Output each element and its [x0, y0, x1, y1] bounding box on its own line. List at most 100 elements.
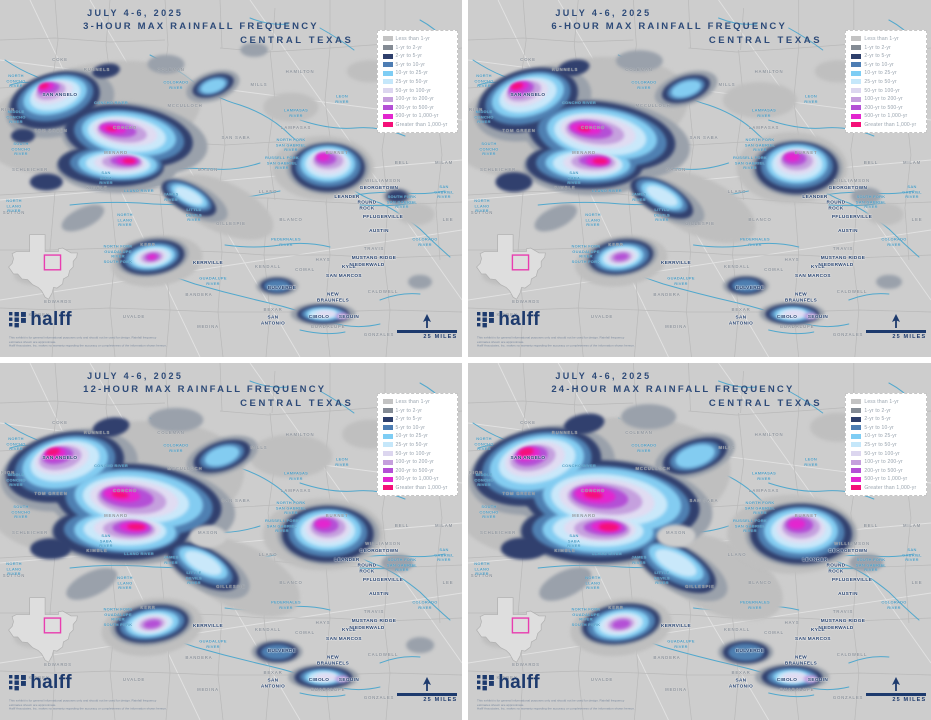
- county-label: CALDWELL: [836, 653, 868, 658]
- county-label: COMAL: [295, 631, 315, 636]
- title-date: JULY 4-6, 2025: [87, 370, 184, 381]
- county-label: SUTTON: [2, 211, 26, 216]
- river-label: LAMPASAS RIVER: [752, 109, 777, 119]
- rainfall-blob: [261, 644, 293, 660]
- county-label: KENDALL: [723, 628, 750, 633]
- legend-item: 2-yr to 5-yr: [382, 416, 453, 422]
- river-label: JAMES RIVER: [163, 193, 179, 203]
- county-label: MASON: [666, 531, 687, 536]
- title-date: JULY 4-6, 2025: [555, 7, 652, 18]
- city-label: CIBOLO: [308, 677, 330, 683]
- disclaimer-text: This exhibit is for general informationa…: [477, 336, 636, 349]
- county-label: COLEMAN: [625, 431, 653, 437]
- legend-swatch: [382, 105, 393, 111]
- county-label: MILLS: [718, 445, 736, 451]
- legend-item: 500-yr to 1,000-yr: [382, 113, 453, 119]
- legend-item: 500-yr to 1,000-yr: [851, 113, 921, 119]
- county-label: IRION: [468, 107, 483, 113]
- county-label: UVALDE: [122, 678, 146, 683]
- county-label: SCHLEICHER: [480, 168, 517, 173]
- city-label: NEW BRAUNFELS: [785, 292, 818, 303]
- legend-item: Greater than 1,000-yr: [851, 485, 921, 491]
- river-label: RUSSELL FORK SAN GABRIEL RIVER: [264, 156, 299, 171]
- rainfall-blob: [381, 553, 414, 572]
- legend: Less than 1-yr 1-yr to 2-yr 2-yr to 5-yr 5-…: [845, 392, 927, 496]
- river-label: LEON RIVER: [803, 458, 818, 467]
- river-label: SOUTH CONCHO RIVER: [479, 505, 499, 520]
- legend-swatch: [382, 113, 393, 119]
- halff-logo-icon: [9, 312, 27, 328]
- legend-label: 2-yr to 5-yr: [864, 53, 891, 60]
- legend-swatch: [382, 408, 393, 414]
- legend-swatch: [382, 45, 393, 51]
- legend-label: 100-yr to 200-yr: [864, 96, 903, 103]
- city-label: GEORGETOWN: [828, 186, 867, 191]
- river-label: MIDDLE CONCHO RIVER: [474, 473, 494, 488]
- county-label: MENARD: [103, 513, 128, 519]
- rainfall-blob: [803, 312, 818, 320]
- county-label: SCHLEICHER: [12, 531, 49, 536]
- legend-swatch: [851, 476, 862, 482]
- river-label: SOUTH FORK SAN GABRIEL RIVER: [386, 559, 418, 573]
- halff-logo-text: halff: [498, 308, 540, 330]
- map-title: JULY 4-6, 2025 6-HOUR MAX RAINFALL FREQU…: [551, 8, 822, 46]
- river-label: GUADALUPE RIVER: [667, 277, 695, 286]
- city-label: PFLUGERVILLE: [363, 214, 404, 220]
- river-label: GUADALUPE RIVER: [198, 640, 227, 649]
- river-label: LEON RIVER: [335, 95, 349, 104]
- river-label: RUSSELL FORK SAN GABRIEL RIVER: [264, 519, 299, 534]
- river-label: SAN SABA RIVER: [99, 171, 113, 185]
- county-label: GUADALUPE: [779, 325, 814, 331]
- city-label: SAN ANTONIO: [260, 678, 285, 689]
- county-label: GONZALES: [832, 695, 863, 701]
- county-label: KERR: [608, 243, 624, 248]
- county-label: BELL: [863, 524, 879, 529]
- county-label: GUADALUPE: [779, 688, 814, 694]
- river-label: LAMPASAS RIVER: [283, 109, 308, 119]
- county-label: LLANO: [727, 190, 746, 195]
- rainfall-blob: [803, 675, 819, 683]
- city-label: BULVERDE: [736, 649, 765, 654]
- legend-swatch: [851, 399, 862, 405]
- legend-item: 200-yr to 500-yr: [382, 105, 453, 111]
- halff-logo: halff: [9, 309, 72, 331]
- river-label: JAMES RIVER: [631, 193, 647, 203]
- legend-swatch: [851, 468, 862, 474]
- city-label: BULVERDE: [736, 286, 765, 291]
- scale-box: 25 MILES: [866, 677, 927, 703]
- legend-item: 1-yr to 2-yr: [851, 45, 921, 51]
- county-label: KENDALL: [723, 265, 750, 270]
- county-label: COKE: [52, 57, 68, 63]
- city-label: PFLUGERVILLE: [832, 577, 873, 583]
- county-label: KENDALL: [254, 628, 282, 633]
- rainfall-blob: [620, 403, 677, 430]
- legend-label: Less than 1-yr: [395, 398, 430, 405]
- county-label: BANDERA: [653, 656, 681, 661]
- county-label: WILLIAMSON: [365, 542, 402, 547]
- river-label: LLANO RIVER: [592, 552, 622, 557]
- rainfall-blob: [731, 278, 760, 293]
- river-label: CONCHO RIVER: [93, 464, 128, 469]
- river-label: SOUTH CONCHO RIVER: [11, 505, 31, 520]
- legend-swatch: [382, 88, 393, 94]
- legend-label: 50-yr to 100-yr: [395, 87, 432, 94]
- river-label: PEDERNALES RIVER: [740, 600, 770, 610]
- legend-swatch: [851, 451, 862, 457]
- disclaimer-text: This exhibit is for general informationa…: [477, 699, 636, 712]
- legend-label: 100-yr to 200-yr: [864, 459, 903, 466]
- river-label: PEDERNALES RIVER: [740, 237, 770, 247]
- legend-item: 5-yr to 10-yr: [382, 62, 453, 68]
- river-label: LEON RIVER: [335, 458, 349, 467]
- county-label: MEDINA: [196, 325, 219, 331]
- legend: Less than 1-yr 1-yr to 2-yr 2-yr to 5-yr 5-…: [376, 29, 458, 133]
- river-label: NORTH FORK GUADALUPE RIVER SOUTH FORK: [103, 608, 133, 628]
- river-label: SAN GABRIEL RIVER: [433, 185, 454, 200]
- river-label: NORTH FORK SAN GABRIEL RIVER: [744, 138, 775, 153]
- extent-rectangle: [512, 617, 530, 634]
- scale-box: 25 MILES: [397, 314, 458, 340]
- county-label: KIMBLE: [86, 549, 108, 554]
- rainfall-blob: [656, 524, 696, 548]
- legend-label: 200-yr to 500-yr: [395, 467, 435, 474]
- rainfall-layer: [468, 363, 931, 720]
- county-label: BURNET: [794, 513, 818, 519]
